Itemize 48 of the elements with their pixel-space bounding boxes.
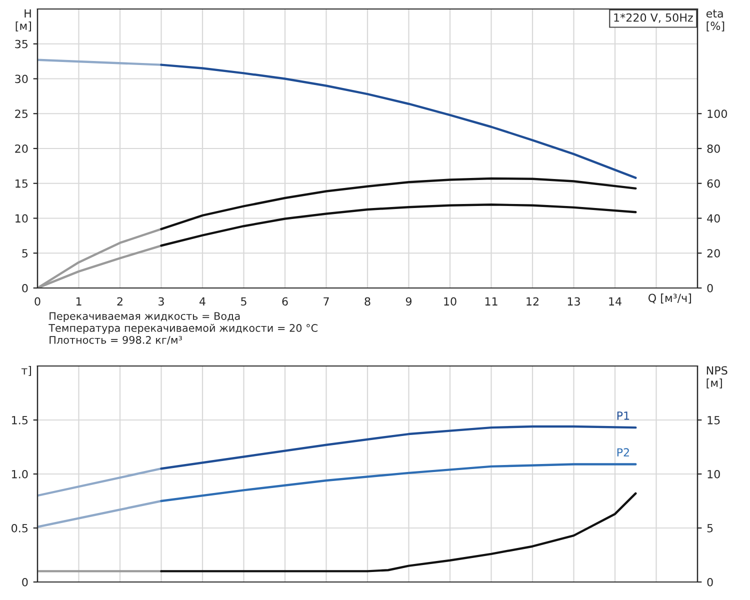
text: Температура перекачиваемой жидкости = 20 °C [48,324,318,334]
y2-axis-title: NPS [м] [706,366,728,388]
x-axis-title: Q [м³/ч] [648,294,691,304]
y2-tick-label: 0 [707,578,713,586]
y-tick-label: 0.5 [12,524,28,532]
x-tick-label: 8 [364,297,370,306]
x-tick-label: 12 [526,297,538,306]
x-tick-label: 13 [568,297,580,306]
x-tick-label: 7 [324,297,329,306]
y2-tick-label: 40 [707,214,720,223]
y2-tick-label: 80 [707,144,720,153]
y-axis-title: т] [21,366,31,376]
y-tick-label: 20 [15,144,28,153]
y2-tick-label: 5 [707,524,713,532]
x-tick-label: 0 [34,297,40,306]
text: Перекачиваемая жидкость = Вода [50,312,240,322]
y-tick-label: 5 [22,249,28,258]
y-tick-label: 30 [15,74,28,84]
x-tick-label: 5 [241,297,246,306]
y2-tick-label: 15 [708,416,720,424]
x-tick-label: 1 [76,297,82,306]
y-tick-label: 25 [15,110,28,118]
x-tick-label: 9 [406,297,412,306]
x-tick-label: 14 [609,297,622,306]
y2-axis-title: eta [%] [706,10,724,32]
x-tick-label: 11 [485,297,498,306]
y-tick-label: 1.0 [12,470,28,478]
x-tick-label: 4 [200,297,206,306]
x-tick-label: 3 [158,297,164,306]
y2-tick-label: 100 [708,110,727,118]
series-label: P2 [617,448,629,456]
y2-tick-label: 20 [707,249,720,258]
x-tick-label: 6 [282,297,288,306]
y-tick-label: 0 [22,578,28,586]
series-label: P1 [617,412,630,420]
y-tick-label: 10 [16,214,28,223]
x-tick-label: 2 [117,297,122,306]
y2-tick-label: 60 [707,179,720,188]
y-tick-label: 0 [22,284,28,292]
y-tick-label: 1.5 [12,416,28,424]
annotation: 1*220 V, 50Hz [614,13,693,23]
y2-tick-label: 0 [707,284,713,292]
text: Плотность = 998.2 кг/м³ [50,336,182,345]
y-tick-label: 35 [15,40,28,48]
y-tick-label: 15 [16,179,28,188]
x-tick-label: 10 [444,297,456,306]
y2-tick-label: 10 [708,470,720,478]
y-axis-title: H [м] [16,9,31,32]
